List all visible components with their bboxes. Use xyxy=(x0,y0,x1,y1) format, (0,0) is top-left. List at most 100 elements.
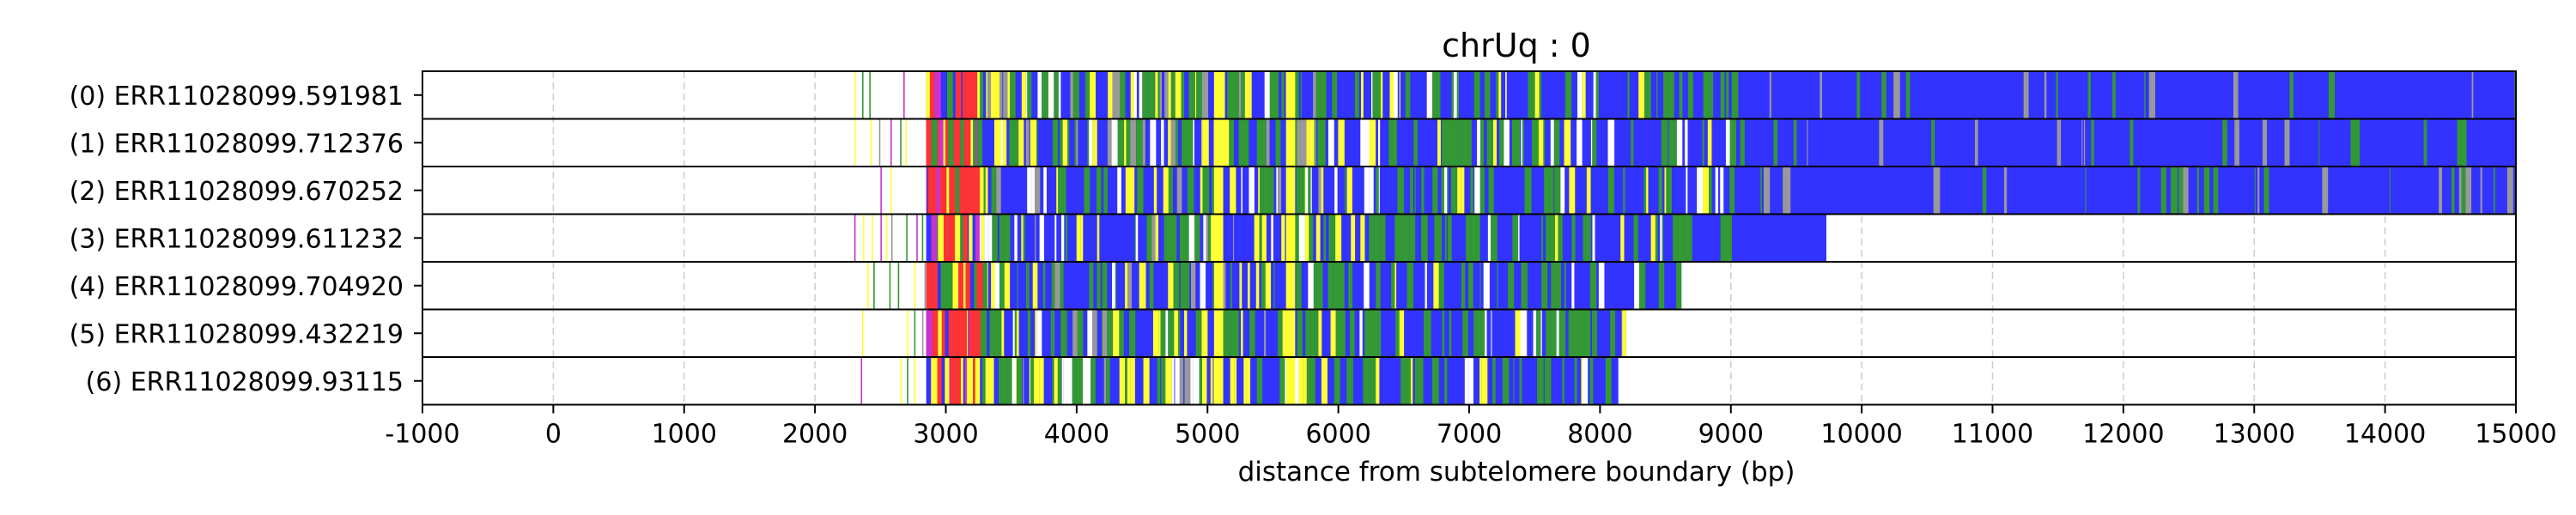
read-segment xyxy=(1554,167,1557,215)
read-segment xyxy=(2023,71,2029,119)
read-segment xyxy=(2425,118,2427,167)
read-segment xyxy=(1010,71,1016,119)
read-segment xyxy=(1508,262,1515,310)
read-segment xyxy=(943,118,946,167)
read-segment xyxy=(1569,167,1576,215)
read-segment xyxy=(964,357,967,405)
read-segment xyxy=(1313,262,1317,310)
read-segment xyxy=(1296,262,1300,310)
read-segment xyxy=(1463,262,1466,310)
read-segment xyxy=(860,357,863,405)
read-segment xyxy=(1586,167,1591,215)
read-segment xyxy=(1598,262,1605,310)
read-segment xyxy=(1491,309,1492,357)
x-tick-label: 15000 xyxy=(2475,420,2556,450)
read-segment xyxy=(2213,167,2219,215)
read-segment xyxy=(1168,71,1171,119)
read-segment xyxy=(1582,357,1589,405)
read-segment xyxy=(1091,309,1097,357)
read-segment xyxy=(1664,167,1667,215)
read-segment xyxy=(1502,357,1510,405)
read-segment xyxy=(941,167,944,215)
read-segment xyxy=(1202,118,1209,167)
read-segment xyxy=(1449,309,1452,357)
read-segment xyxy=(1087,118,1090,167)
read-segment xyxy=(1729,167,1735,215)
read-segment xyxy=(940,262,946,310)
read-segment xyxy=(1012,309,1015,357)
read-segment xyxy=(1310,309,1315,357)
read-segment xyxy=(980,309,987,357)
read-segment xyxy=(952,262,959,310)
read-segment xyxy=(1194,71,1197,119)
read-segment xyxy=(1421,214,1428,262)
read-segment xyxy=(1403,214,1407,262)
read-segment xyxy=(988,214,993,262)
read-segment xyxy=(1297,309,1303,357)
read-segment xyxy=(1491,214,1498,262)
read-segment xyxy=(1266,118,1270,167)
read-segment xyxy=(1001,309,1005,357)
read-segment xyxy=(1058,167,1064,215)
read-segment xyxy=(1498,71,1502,119)
read-segment xyxy=(984,214,989,262)
read-segment xyxy=(1114,71,1121,119)
read-segment xyxy=(1084,71,1090,119)
read-segment xyxy=(1820,71,1822,119)
read-segment xyxy=(1023,357,1024,405)
read-segment xyxy=(926,309,1626,357)
read-segment xyxy=(1048,71,1054,119)
read-segment xyxy=(2129,118,2134,167)
read-segment xyxy=(2322,167,2329,215)
read-segment xyxy=(960,357,963,405)
read-segment xyxy=(1027,309,1031,357)
read-segment xyxy=(1555,214,1558,262)
read-segment xyxy=(1091,357,1096,405)
read-segment xyxy=(958,262,963,310)
read-segment xyxy=(1589,262,1597,310)
read-segment xyxy=(939,167,942,215)
read-segment xyxy=(1409,214,1414,262)
read-segment xyxy=(1107,309,1111,357)
read-segment xyxy=(1377,309,1382,357)
read-segment xyxy=(1315,309,1317,357)
read-segment xyxy=(1447,167,1449,215)
read-segment xyxy=(977,71,981,119)
read-segment xyxy=(1285,262,1296,310)
read-segment xyxy=(921,214,924,262)
read-segment xyxy=(924,262,927,310)
read-segment xyxy=(2003,167,2008,215)
read-segment xyxy=(1270,167,1274,215)
read-segment xyxy=(897,262,900,310)
read-segment xyxy=(2457,118,2461,167)
read-segment xyxy=(1052,118,1059,167)
read-segment xyxy=(964,262,966,310)
read-segment xyxy=(1103,309,1108,357)
read-segment xyxy=(976,262,983,310)
read-segment xyxy=(1408,214,1410,262)
read-segment xyxy=(1165,309,1169,357)
read-segment xyxy=(996,167,1001,215)
read-segment xyxy=(1408,71,1411,119)
read-segment xyxy=(1299,262,1302,310)
read-segment xyxy=(1551,262,1555,310)
read-segment xyxy=(2234,118,2236,167)
read-segment xyxy=(1687,71,1693,119)
read-segment xyxy=(1457,167,1461,215)
read-segment xyxy=(1308,167,1311,215)
read-segment xyxy=(1318,167,1321,215)
read-segment xyxy=(1785,167,1791,215)
read-segment xyxy=(1773,118,1778,167)
read-segment xyxy=(1161,118,1164,167)
read-segment xyxy=(1125,262,1128,310)
read-segment xyxy=(1707,118,1712,167)
read-segment xyxy=(991,167,997,215)
read-segment xyxy=(1004,262,1011,310)
read-segment xyxy=(987,262,988,310)
read-segment xyxy=(1296,167,1300,215)
read-segment xyxy=(1497,262,1498,310)
read-segment xyxy=(1593,71,1596,119)
read-segment xyxy=(900,357,902,405)
read-segment xyxy=(990,71,996,119)
read-segment xyxy=(1230,167,1236,215)
